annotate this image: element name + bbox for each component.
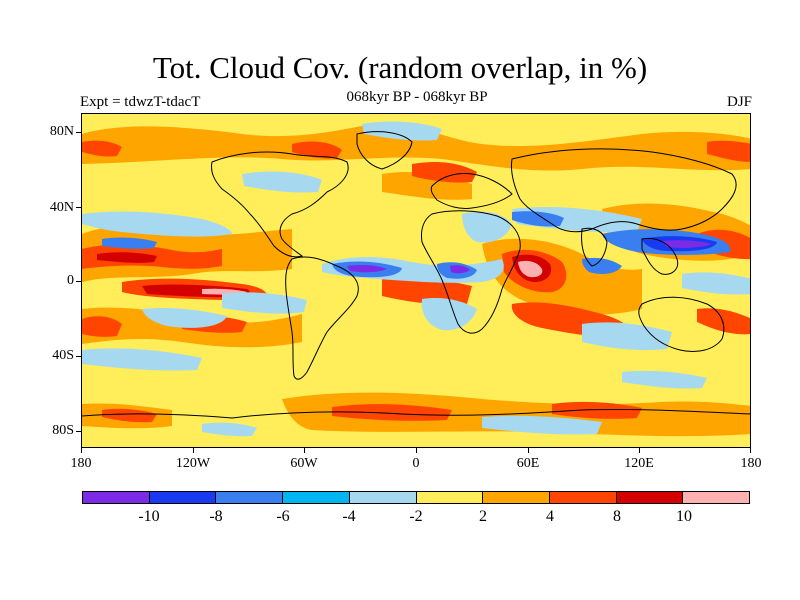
colorbar-box: [349, 492, 417, 503]
lon-label-120w: 120W: [175, 456, 211, 471]
colorbar-box: [683, 492, 750, 503]
colorbar-box: [416, 492, 484, 503]
colorbar-label: 4: [546, 508, 554, 525]
lon-tick: [750, 448, 751, 453]
europe-coast: [430, 173, 513, 209]
lat-label-40n: 40N: [49, 200, 74, 215]
colorbar-box: [149, 492, 217, 503]
africa-coast: [421, 210, 521, 334]
lat-tick: [76, 132, 81, 133]
antarctica-coast: [82, 408, 750, 419]
lon-label-60e: 60E: [516, 456, 540, 471]
experiment-label: Expt = tdwzT-tdacT: [80, 94, 201, 110]
south-america-coast: [285, 256, 359, 380]
colorbar-label: 10: [676, 508, 692, 525]
colorbar-label: -4: [342, 508, 356, 525]
lat-label-40s: 40S: [52, 348, 74, 363]
lon-tick: [193, 448, 194, 453]
lon-tick: [416, 448, 417, 453]
plot-subtitle: 068kyr BP - 068kyr BP: [346, 89, 488, 105]
map-frame: [81, 113, 751, 448]
coastlines: [82, 131, 750, 419]
asia-coast: [511, 148, 737, 233]
lon-label-0: 0: [412, 456, 420, 471]
colorbar-label: -6: [276, 508, 290, 525]
lat-label-0: 0: [67, 273, 74, 288]
lon-tick: [639, 448, 640, 453]
lon-tick: [528, 448, 529, 453]
lat-label-80s: 80S: [52, 423, 74, 438]
lon-label-180w: 180: [70, 456, 92, 471]
lon-label-120e: 120E: [624, 456, 654, 471]
colorbar: [82, 491, 750, 504]
north-america-coast: [211, 151, 349, 258]
strong-negative-regions: [347, 236, 717, 274]
india-coast: [581, 227, 608, 267]
lat-label-80n: 80N: [49, 124, 74, 139]
lat-tick: [76, 356, 81, 357]
lon-label-180e: 180: [740, 456, 762, 471]
colorbar-label: -10: [138, 508, 160, 525]
colorbar-box: [216, 492, 284, 503]
colorbar-box: [616, 492, 684, 503]
season-label: DJF: [726, 94, 752, 110]
colorbar-label: -2: [409, 508, 423, 525]
colorbar-label: 8: [613, 508, 621, 525]
lon-label-60w: 60W: [290, 456, 318, 471]
lat-tick: [76, 431, 81, 432]
world-map: [82, 114, 750, 447]
colorbar-box: [549, 492, 617, 503]
australia-coast: [638, 296, 725, 353]
lat-tick: [76, 281, 81, 282]
colorbar-label: -8: [209, 508, 223, 525]
colorbar-label: 2: [479, 508, 487, 525]
lat-tick: [76, 207, 81, 208]
southeast-asia-coast: [641, 237, 679, 275]
lon-tick: [81, 448, 82, 453]
colorbar-box: [483, 492, 550, 503]
plot-title: Tot. Cloud Cov. (random overlap, in %): [152, 50, 648, 85]
colorbar-box: [83, 492, 150, 503]
greenland-coast: [356, 131, 413, 170]
lon-tick: [304, 448, 305, 453]
colorbar-box: [283, 492, 350, 503]
